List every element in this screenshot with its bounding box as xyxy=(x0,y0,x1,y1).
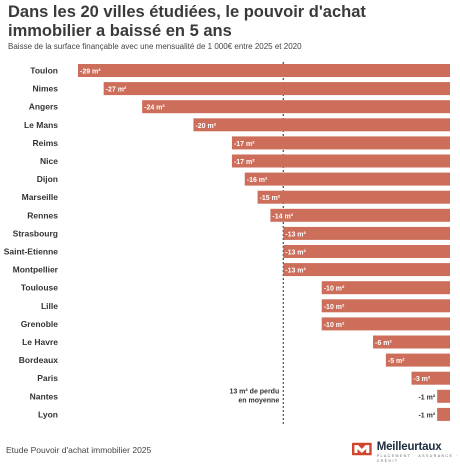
bar-value-label: -1 m² xyxy=(418,412,435,419)
bar xyxy=(142,100,450,114)
bar-value-label: -13 m² xyxy=(285,231,306,238)
bar-value-label: -17 m² xyxy=(234,159,255,166)
bar xyxy=(270,208,450,222)
bar xyxy=(411,371,450,385)
brand-logo: Meilleurtaux PLACEMENT · ASSURANCE · CRÉ… xyxy=(352,441,460,464)
bar xyxy=(193,118,450,132)
brand-name: Meilleurtaux xyxy=(376,441,442,453)
bar-value-label: -13 m² xyxy=(285,268,306,275)
category-label: Paris xyxy=(37,373,58,383)
bar xyxy=(78,64,450,77)
bar-value-label: -17 m² xyxy=(234,141,255,148)
category-label: Toulon xyxy=(30,66,58,76)
bar xyxy=(437,389,450,403)
category-label: Lyon xyxy=(38,409,58,419)
bar xyxy=(283,226,450,240)
category-label: Saint-Etienne xyxy=(4,247,59,257)
bar-chart: Toulon -29 m² Nimes -27 m² Angers -24 m² Le Ma… xyxy=(4,62,450,426)
brand-tagline: PLACEMENT · ASSURANCE · CRÉDIT xyxy=(376,454,459,463)
bar xyxy=(321,299,450,313)
category-label: Le Mans xyxy=(24,120,58,130)
category-label: Angers xyxy=(29,102,59,112)
category-label: Montpellier xyxy=(13,265,59,275)
chart-title: Dans les 20 villes étudiées, le pouvoir … xyxy=(8,3,366,40)
bar-value-label: -1 m² xyxy=(418,394,435,401)
category-label: Reims xyxy=(32,138,58,148)
bar xyxy=(437,407,450,421)
average-annotation: 13 m² de perdu xyxy=(229,388,279,395)
bar-value-label: -13 m² xyxy=(285,250,306,257)
bar-value-label: -24 m² xyxy=(144,105,165,112)
source-note: Etude Pouvoir d'achat immobilier 2025 xyxy=(6,445,152,455)
brand-mark-icon xyxy=(352,442,372,456)
bar xyxy=(231,136,450,150)
bar xyxy=(283,245,450,258)
bar xyxy=(103,82,450,96)
category-label: Toulouse xyxy=(21,283,58,293)
category-label: Strasbourg xyxy=(13,228,58,238)
bar-value-label: -5 m² xyxy=(388,358,405,365)
bar xyxy=(257,190,450,204)
bar xyxy=(321,317,450,331)
bar-value-label: -15 m² xyxy=(260,195,281,202)
bar-value-label: -16 m² xyxy=(247,177,268,184)
category-label: Nice xyxy=(40,156,58,166)
bar-value-label: -10 m² xyxy=(324,286,345,293)
bar-value-label: -14 m² xyxy=(272,213,293,220)
bar-value-label: -10 m² xyxy=(324,304,345,311)
bar-value-label: -20 m² xyxy=(195,123,216,130)
category-label: Grenoble xyxy=(21,319,59,329)
bar xyxy=(373,335,450,349)
category-label: Bordeaux xyxy=(19,355,58,365)
chart-subtitle: Baisse de la surface finançable avec une… xyxy=(8,42,302,51)
bar xyxy=(321,281,450,295)
category-label: Nimes xyxy=(32,84,58,94)
bar-value-label: -29 m² xyxy=(80,69,101,76)
bar xyxy=(231,154,450,168)
category-label: Marseille xyxy=(22,192,59,202)
bar xyxy=(244,172,450,186)
average-annotation: en moyenne xyxy=(238,397,279,404)
bar xyxy=(283,263,450,277)
category-label: Le Havre xyxy=(22,337,58,347)
bar-value-label: -3 m² xyxy=(414,376,431,383)
category-label: Lille xyxy=(41,301,58,311)
category-label: Dijon xyxy=(37,174,58,184)
bar xyxy=(385,353,450,367)
category-label: Rennes xyxy=(27,210,58,220)
category-label: Nantes xyxy=(30,391,59,401)
bar-value-label: -6 m² xyxy=(375,340,392,347)
bar-value-label: -10 m² xyxy=(324,322,345,329)
bar-value-label: -27 m² xyxy=(106,87,127,94)
